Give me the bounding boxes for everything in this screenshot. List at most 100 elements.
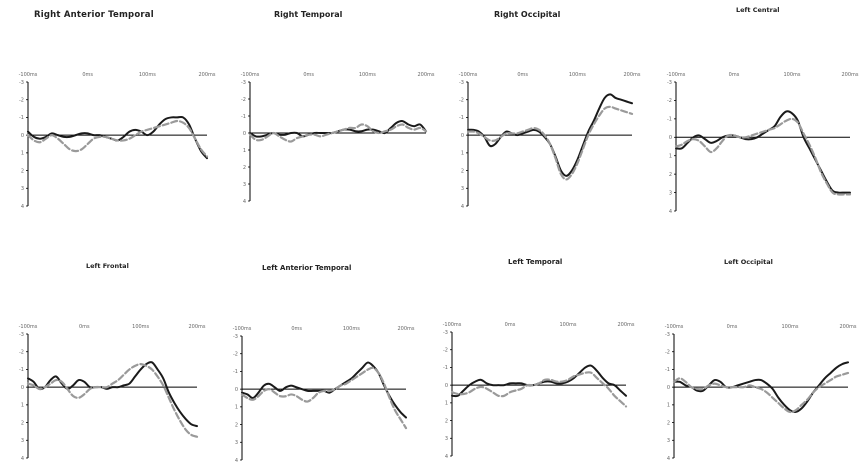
x-tick-label: 0ms bbox=[303, 72, 314, 78]
y-tick-label: -3 bbox=[19, 332, 24, 338]
x-tick-label: -100ms bbox=[443, 322, 462, 328]
x-tick-label: 200ms bbox=[417, 72, 434, 78]
plot-area: -100ms 0ms 100ms 200ms -3 -2 -1 0 1 2 3 4 bbox=[665, 324, 857, 462]
x-tick-label: 200ms bbox=[188, 324, 205, 330]
y-tick-label: 4 bbox=[21, 456, 24, 462]
plot-area: -100ms 0ms 100ms 200ms -3 -2 -1 0 1 2 3 4 bbox=[667, 72, 859, 215]
x-tick-label: 200ms bbox=[198, 72, 215, 78]
y-tick-label: 2 bbox=[461, 168, 464, 174]
plot-area: -100ms 0ms 100ms 200ms -3 -2 -1 0 1 2 3 4 bbox=[19, 324, 206, 462]
y-tick-label: 4 bbox=[243, 199, 246, 205]
y-tick-label: 0 bbox=[21, 385, 24, 391]
chart-title: Left Temporal bbox=[508, 258, 563, 266]
y-tick-label: 1 bbox=[445, 401, 448, 407]
y-tick-label: -1 bbox=[241, 114, 246, 120]
x-tick-label: 200ms bbox=[623, 72, 640, 78]
y-tick-label: -3 bbox=[233, 334, 238, 340]
y-tick-label: 0 bbox=[243, 131, 246, 137]
y-tick-label: -1 bbox=[19, 367, 24, 373]
x-tick-label: -100ms bbox=[667, 72, 686, 78]
x-tick-label: -100ms bbox=[233, 326, 252, 332]
y-tick-label: 0 bbox=[21, 133, 24, 139]
x-tick-label: 100ms bbox=[783, 72, 800, 78]
y-tick-label: 1 bbox=[235, 405, 238, 411]
y-tick-label: -2 bbox=[667, 98, 672, 104]
y-tick-label: 3 bbox=[243, 182, 246, 188]
y-tick-label: 0 bbox=[445, 383, 448, 389]
y-tick-label: -2 bbox=[19, 98, 24, 104]
x-tick-label: 0ms bbox=[505, 322, 516, 328]
x-tick-label: 0ms bbox=[291, 326, 302, 332]
x-tick-label: 200ms bbox=[617, 322, 634, 328]
plot-area: -100ms 0ms 100ms 200ms -3 -2 -1 0 1 2 3 4 bbox=[459, 72, 641, 210]
chart-title: Left Occipital bbox=[724, 258, 773, 266]
y-tick-label: 2 bbox=[243, 165, 246, 171]
plot-area: -100ms 0ms 100ms 200ms -3 -2 -1 0 1 2 3 4 bbox=[443, 322, 635, 460]
x-tick-label: 0ms bbox=[82, 72, 93, 78]
y-tick-label: 3 bbox=[461, 186, 464, 192]
y-tick-label: 1 bbox=[243, 148, 246, 154]
y-tick-label: 4 bbox=[667, 456, 670, 462]
y-tick-label: 4 bbox=[669, 209, 672, 215]
y-tick-label: 0 bbox=[461, 133, 464, 139]
chart-title: Right Temporal bbox=[274, 10, 343, 19]
y-tick-label: 1 bbox=[669, 154, 672, 160]
x-tick-label: 0ms bbox=[729, 72, 740, 78]
chart-title: Right Occipital bbox=[494, 10, 561, 19]
x-tick-label: 100ms bbox=[132, 324, 149, 330]
series-line-dashed bbox=[672, 371, 850, 414]
x-tick-label: 200ms bbox=[841, 72, 858, 78]
chart-title: Left Central bbox=[736, 6, 780, 14]
y-tick-label: 3 bbox=[669, 190, 672, 196]
y-tick-label: -2 bbox=[19, 350, 24, 356]
y-tick-label: 1 bbox=[461, 151, 464, 157]
y-tick-label: -3 bbox=[19, 80, 24, 86]
y-tick-label: 4 bbox=[461, 204, 464, 210]
series-line-solid bbox=[673, 361, 849, 413]
y-tick-label: -3 bbox=[241, 80, 246, 86]
series-line-dashed bbox=[450, 371, 628, 408]
series-line-dashed bbox=[248, 123, 428, 143]
y-tick-label: 4 bbox=[235, 458, 238, 464]
y-tick-label: -1 bbox=[233, 369, 238, 375]
series-line-solid bbox=[675, 110, 851, 194]
y-tick-label: 2 bbox=[667, 420, 670, 426]
y-tick-label: -1 bbox=[443, 365, 448, 371]
plot-area: -100ms 0ms 100ms 200ms -3 -2 -1 0 1 2 3 4 bbox=[19, 72, 216, 210]
x-tick-label: 100ms bbox=[139, 72, 156, 78]
x-tick-label: -100ms bbox=[241, 72, 260, 78]
series-line-dashed bbox=[26, 363, 199, 438]
y-tick-label: 2 bbox=[21, 420, 24, 426]
x-tick-label: -100ms bbox=[19, 72, 38, 78]
y-tick-label: -1 bbox=[665, 367, 670, 373]
series-line-solid bbox=[27, 361, 198, 428]
y-tick-label: 3 bbox=[235, 440, 238, 446]
x-tick-label: 0ms bbox=[727, 324, 738, 330]
y-tick-label: 3 bbox=[667, 438, 670, 444]
x-tick-label: 100ms bbox=[781, 324, 798, 330]
chart-title: Right Anterior Temporal bbox=[34, 10, 154, 20]
x-tick-label: 100ms bbox=[359, 72, 376, 78]
y-tick-label: 1 bbox=[21, 151, 24, 157]
y-tick-label: 3 bbox=[21, 438, 24, 444]
series-line-dashed bbox=[240, 366, 408, 430]
x-tick-label: -100ms bbox=[19, 324, 38, 330]
y-tick-label: -1 bbox=[459, 115, 464, 121]
x-tick-label: 100ms bbox=[569, 72, 586, 78]
y-tick-label: 4 bbox=[445, 454, 448, 460]
y-tick-label: 3 bbox=[21, 186, 24, 192]
y-tick-label: 0 bbox=[669, 135, 672, 141]
x-tick-label: -100ms bbox=[459, 72, 478, 78]
y-tick-label: -2 bbox=[459, 98, 464, 104]
chart-title: Left Anterior Temporal bbox=[262, 264, 352, 272]
y-tick-label: -2 bbox=[233, 352, 238, 358]
y-tick-label: -3 bbox=[443, 330, 448, 336]
chart-title: Left Frontal bbox=[86, 262, 129, 270]
y-tick-label: 0 bbox=[235, 387, 238, 393]
y-tick-label: -2 bbox=[665, 350, 670, 356]
y-tick-label: 2 bbox=[235, 422, 238, 428]
y-tick-label: 0 bbox=[667, 385, 670, 391]
y-tick-label: -1 bbox=[19, 115, 24, 121]
plot-area: -100ms 0ms 100ms 200ms -3 -2 -1 0 1 2 3 4 bbox=[233, 326, 415, 464]
y-tick-label: -3 bbox=[667, 80, 672, 86]
